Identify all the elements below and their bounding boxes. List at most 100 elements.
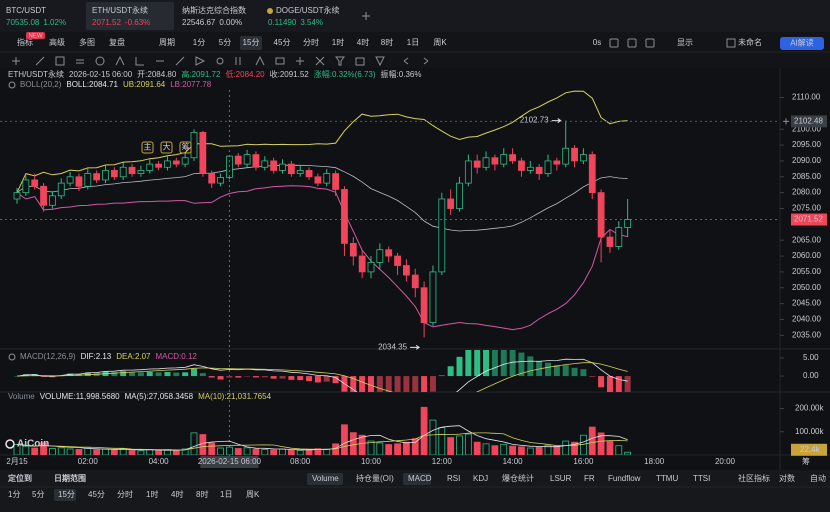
tab[interactable]: DOGE/USDT永续 0.11490 3.54%: [268, 5, 340, 27]
macd-bar: [235, 376, 242, 378]
period-button[interactable]: 周K: [433, 38, 447, 47]
tool-icon[interactable]: [609, 38, 619, 48]
candle-body: [482, 157, 490, 168]
tab[interactable]: 纳斯达克综合指数 22546.67 0.00%: [182, 5, 246, 27]
macd-tick-label: 0.00: [803, 371, 819, 380]
macd-bar: [306, 376, 313, 382]
macd-legend-item: DIF:2.13: [81, 352, 112, 361]
layout-icon[interactable]: [726, 38, 736, 48]
macd-bar: [518, 352, 525, 377]
indicator-button[interactable]: LSUR: [550, 474, 572, 483]
indicator-button[interactable]: Fundflow: [608, 474, 641, 483]
marker-label[interactable]: 大: [163, 142, 171, 152]
active-period-bg: [54, 489, 76, 501]
period-button[interactable]: 5分: [32, 490, 44, 499]
crosshair-time: 2026-02-15 06:00: [198, 457, 262, 466]
drawing-tools[interactable]: [12, 55, 429, 67]
scale-button[interactable]: 对数: [779, 473, 795, 483]
period-button[interactable]: 1分: [193, 38, 205, 47]
indicator-button[interactable]: 社区指标: [738, 473, 770, 483]
tool-icon[interactable]: [627, 38, 637, 48]
period-button[interactable]: 1日: [220, 490, 232, 499]
period-button[interactable]: 1时: [146, 489, 158, 499]
indicator-button[interactable]: KDJ: [473, 474, 488, 483]
toolbar-button[interactable]: 高级: [49, 37, 65, 47]
candle-body: [509, 154, 517, 162]
marker-label[interactable]: 筹: [182, 142, 190, 152]
period-button[interactable]: 1日: [407, 38, 419, 47]
indicator-button[interactable]: RSI: [447, 474, 460, 483]
toolbar-button[interactable]: 指标: [17, 37, 33, 47]
ai-bg[interactable]: [780, 37, 824, 50]
period-button[interactable]: 8时: [381, 37, 393, 47]
volume-bar: [84, 447, 92, 455]
volume-bar: [349, 432, 357, 455]
period-button[interactable]: 4时: [171, 489, 183, 499]
period-button[interactable]: 45分: [274, 38, 291, 47]
indicator-button[interactable]: TTSI: [693, 474, 710, 483]
period-button[interactable]: 1分: [8, 490, 20, 499]
candle-body: [588, 154, 596, 194]
candle-body: [615, 227, 623, 247]
volume-bar: [22, 445, 30, 455]
badge-bg: [26, 32, 45, 39]
toolbar-button[interactable]: 复盘: [109, 37, 125, 47]
volume-bar: [606, 440, 614, 455]
indicator-button[interactable]: MACD: [408, 474, 432, 483]
macd-bar: [155, 372, 162, 377]
indicator-button[interactable]: 爆仓统计: [502, 473, 534, 483]
period-button[interactable]: 15分: [58, 490, 75, 499]
volume-bar: [482, 443, 490, 455]
indicator-button[interactable]: TTMU: [656, 474, 678, 483]
range-button[interactable]: 日期范围: [54, 473, 86, 483]
candle-body: [500, 154, 508, 165]
candle-body: [402, 265, 410, 276]
period-button[interactable]: 8时: [196, 489, 208, 499]
time-axis-button[interactable]: 筹: [802, 456, 810, 466]
period-button[interactable]: 分时: [303, 37, 319, 47]
candle-body: [518, 160, 525, 171]
indicator-button[interactable]: Volume: [312, 474, 339, 483]
period-button[interactable]: 45分: [88, 490, 105, 499]
locate-button[interactable]: 定位到: [7, 473, 32, 483]
legend-eye[interactable]: [8, 81, 16, 89]
macd-bar: [438, 375, 445, 377]
macd-bar: [270, 376, 277, 379]
marker-bg[interactable]: [141, 141, 154, 154]
period-button[interactable]: 周K: [246, 490, 260, 499]
candle-body: [119, 166, 127, 178]
volume-legend-item: MA(5):27,058.3458: [125, 392, 194, 401]
tab-icon: [267, 8, 273, 14]
macd-bar: [288, 376, 295, 380]
period-button[interactable]: 5分: [219, 38, 231, 47]
candle-body: [128, 166, 136, 175]
period-button[interactable]: 分时: [117, 489, 133, 499]
tab[interactable]: BTC/USDT 70535.08 1.02%: [6, 6, 66, 27]
add-tab[interactable]: [362, 12, 370, 20]
scale-button[interactable]: 自动: [810, 473, 826, 483]
period-button[interactable]: 4时: [357, 37, 369, 47]
marker-label[interactable]: 主: [144, 142, 152, 152]
display-button[interactable]: 显示: [677, 38, 693, 47]
indicator-button[interactable]: FR: [584, 474, 595, 483]
volume-bar: [420, 406, 428, 455]
period-button[interactable]: 15分: [243, 38, 260, 47]
volume-legend-item: VOLUME:11,998.5680: [40, 392, 120, 401]
volume-bar: [102, 448, 109, 455]
period-button[interactable]: 1时: [332, 37, 344, 47]
layout-button[interactable]: 未命名: [738, 37, 762, 47]
toolbar-button[interactable]: 多图: [79, 37, 95, 47]
indicator-button[interactable]: 持仓量(OI): [356, 473, 394, 483]
volume-bar: [464, 433, 472, 455]
legend-eye[interactable]: [8, 353, 16, 361]
ai-button[interactable]: AI解读: [790, 38, 814, 48]
candle-body: [464, 160, 472, 184]
marker-bg[interactable]: [160, 141, 173, 154]
tool-icon[interactable]: [645, 38, 655, 48]
marker-bg[interactable]: [179, 141, 192, 154]
boll-legend: BOLL(20,2) BOLL:2084.71 UB:2091.64 LB:2077.…: [20, 80, 212, 89]
tab[interactable]: ETH/USDT永续 2071.52 -0.63%: [92, 5, 150, 27]
toolbar-button[interactable]: 周期: [159, 38, 175, 47]
candle-body: [84, 173, 92, 187]
